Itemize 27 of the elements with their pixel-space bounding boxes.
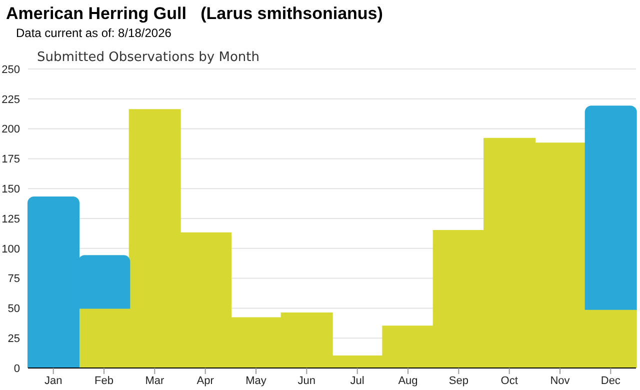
x-tick-label: Jan	[44, 374, 62, 387]
x-tick-label: Jul	[350, 374, 364, 387]
text: Submitted Observations by Month	[37, 50, 260, 65]
y-tick-label: 150	[2, 184, 20, 196]
y-tick-label: 225	[2, 94, 20, 106]
x-tick-label: Aug	[398, 374, 418, 387]
y-tick-label: 25	[8, 333, 20, 346]
y-tick-label: 0	[14, 362, 20, 375]
x-tick-label: Feb	[94, 374, 114, 387]
y-tick-label: 250	[2, 64, 20, 76]
x-tick-label: Dec	[600, 374, 621, 387]
chart-title: American Herring Gull (Larus smithsonianus)	[6, 4, 383, 24]
x-tick-label: Oct	[500, 374, 518, 387]
x-tick-label: Mar	[145, 374, 164, 387]
y-tick-label: 175	[2, 154, 20, 166]
y-tick-label: 125	[2, 213, 20, 226]
y-tick-label: 200	[2, 124, 20, 136]
x-tick-label: Jun	[298, 374, 316, 387]
y-tick-label: 75	[8, 273, 20, 286]
y-tick-label: 50	[8, 303, 20, 316]
x-tick-label: Nov	[550, 374, 570, 387]
x-tick-label: May	[246, 374, 267, 387]
x-tick-label: Sep	[448, 374, 468, 387]
x-tick-label: Apr	[196, 374, 214, 387]
y-tick-label: 100	[2, 243, 20, 256]
bar	[584, 106, 637, 310]
chart-subtitle: Data current as of: 8/18/2026	[16, 26, 172, 40]
